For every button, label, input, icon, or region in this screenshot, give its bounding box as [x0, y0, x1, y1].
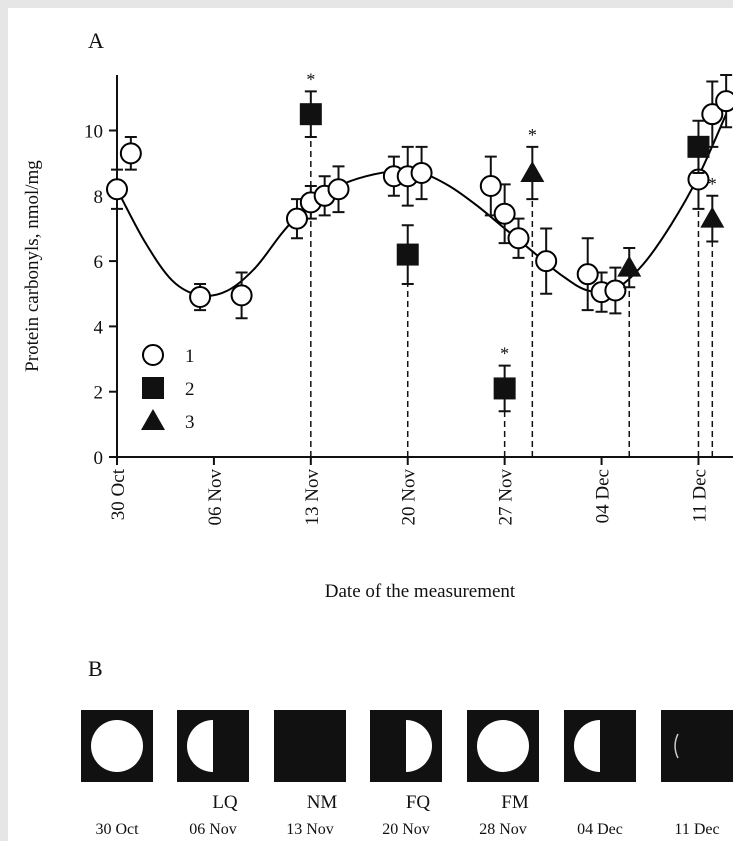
moon-phase: FM	[501, 792, 529, 813]
moon-icon	[574, 720, 600, 772]
moon-date: 04 Dec	[577, 821, 623, 838]
legend-marker	[142, 344, 164, 366]
data-point	[189, 286, 212, 309]
data-point	[285, 207, 308, 230]
moon-phase: FQ	[406, 792, 431, 813]
legend-label: 2	[185, 379, 195, 400]
data-point	[715, 90, 733, 113]
data-point	[520, 160, 545, 182]
moon-date: 28 Nov	[479, 821, 527, 838]
significance-star: *	[708, 174, 717, 194]
y-tick-label: 6	[94, 252, 104, 273]
x-tick-label: 13 Nov	[302, 469, 323, 526]
legend-label: 3	[185, 412, 195, 433]
data-point	[617, 255, 642, 277]
moon-date: 13 Nov	[286, 821, 334, 838]
data-point	[230, 284, 253, 307]
data-point	[701, 103, 724, 126]
x-tick-label: 11 Dec	[689, 469, 710, 523]
moon-box	[661, 710, 733, 782]
y-tick-label: 4	[94, 317, 104, 338]
y-tick-label: 10	[84, 122, 103, 143]
data-point	[535, 250, 558, 273]
x-axis-label: Date of the measurement	[325, 581, 516, 602]
moon-phase: LQ	[212, 792, 238, 813]
x-tick-label: 20 Nov	[399, 469, 420, 526]
panel-label: B	[88, 656, 103, 681]
moon-date: 11 Dec	[674, 821, 719, 838]
x-tick-label: 30 Oct	[108, 468, 129, 520]
data-point	[493, 377, 516, 400]
moon-icon	[406, 720, 432, 772]
data-point	[604, 279, 627, 302]
data-point	[700, 206, 725, 228]
data-point	[119, 142, 142, 165]
significance-star: *	[528, 125, 537, 145]
data-point	[507, 227, 530, 250]
data-point	[299, 103, 322, 126]
data-point	[327, 178, 350, 201]
x-tick-label: 27 Nov	[496, 469, 517, 526]
panel-label: A	[88, 28, 104, 53]
data-point	[106, 178, 128, 201]
data-point	[576, 263, 599, 286]
y-tick-label: 8	[94, 187, 104, 208]
x-tick-label: 04 Dec	[593, 469, 614, 523]
y-tick-label: 2	[94, 383, 104, 404]
legend-marker	[141, 409, 165, 430]
x-tick-label: 06 Nov	[205, 469, 226, 526]
moon-icon	[91, 720, 143, 772]
moon-icon	[674, 733, 679, 759]
data-point	[687, 135, 710, 158]
data-point	[493, 202, 516, 225]
data-point	[479, 175, 502, 198]
data-point	[410, 161, 433, 184]
data-point	[396, 243, 419, 266]
moon-date: 30 Oct	[95, 821, 139, 838]
legend-label: 1	[185, 346, 195, 367]
y-tick-label: 0	[94, 448, 104, 469]
moon-phases	[81, 710, 733, 782]
moon-icon	[187, 720, 213, 772]
moon-date: 06 Nov	[189, 821, 237, 838]
moon-phase: NM	[307, 792, 338, 813]
moon-date: 20 Nov	[382, 821, 430, 838]
moon-icon	[477, 720, 529, 772]
legend-marker	[142, 377, 164, 399]
significance-star: *	[500, 344, 509, 364]
moon-box	[274, 710, 346, 782]
significance-star: *	[306, 69, 315, 89]
y-axis-label: Protein carbonyls, nmol/mg	[22, 160, 43, 372]
